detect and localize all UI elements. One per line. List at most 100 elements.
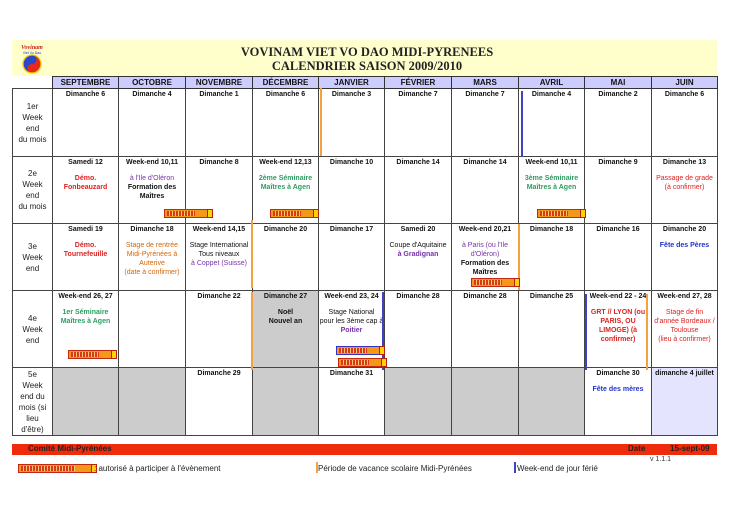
vovinam-logo: Vovinam Viet Vo Dao — [16, 43, 48, 75]
event-text: Maîtres à Agen — [60, 318, 111, 325]
vacation-bar — [251, 220, 253, 288]
day-date: Dimanche 14 — [463, 159, 507, 166]
day-cell — [118, 290, 186, 368]
spacer — [254, 167, 318, 174]
month-header: MARS — [451, 76, 519, 89]
day-cell: Week-end 22 - 24 GRT // LYON (ou PARIS, OU… — [584, 290, 652, 368]
event-text: Noël — [277, 309, 294, 316]
day-cell: Dimanche 28 — [384, 290, 452, 368]
event-text: Démo. — [74, 175, 97, 182]
event-text: Maîtres — [139, 193, 165, 200]
day-date: Dimanche 2 — [598, 91, 638, 98]
day-cell: Dimanche 25 — [518, 290, 585, 368]
row-label: 5e Week end du mois (si lieu d'être) — [12, 367, 53, 436]
row-label-line: Week — [22, 380, 43, 390]
spacer — [187, 234, 252, 241]
event-text: Coupe d'Aquitaine — [389, 242, 447, 249]
footer-band — [12, 444, 717, 455]
day-date: Dimanche 18 — [130, 226, 174, 233]
day-date: Dimanche 6 — [265, 91, 306, 98]
day-cell — [451, 367, 519, 436]
legend-holiday-text: Week-end de jour férié — [517, 464, 598, 473]
version-label: v 1.1.1 — [650, 456, 672, 463]
authorized-badge — [338, 358, 387, 367]
day-cell: Samedi 12 Démo. Fonbeauzard — [52, 156, 119, 224]
event-text: Stage National — [328, 309, 375, 316]
day-date: Week-end 10,11 — [125, 159, 178, 166]
day-cell: Dimanche 18 Stage de rentrée Midi-Pyrénées… — [118, 223, 186, 291]
row-label: 3e Week end — [12, 223, 53, 291]
day-date: Dimanche 6 — [664, 91, 705, 98]
day-date: Dimanche 8 — [199, 159, 239, 166]
day-cell — [384, 367, 452, 436]
day-cell: Dimanche 3 — [318, 88, 385, 157]
event-text: Passage de grade — [656, 175, 713, 182]
row-label-line: 4e — [28, 313, 37, 323]
holiday-bar — [585, 294, 587, 370]
row-label-line: end — [25, 191, 40, 200]
day-cell — [118, 367, 186, 436]
row-label-line: du mois — [18, 134, 47, 144]
event-text: (date à confirmer) — [124, 269, 180, 276]
row-label-line: 2e — [28, 169, 37, 178]
row-label: 2e Week end du mois — [12, 156, 53, 224]
day-cell: Dimanche 17 — [318, 223, 385, 291]
committee-label: Comité Midi-Pyrénées — [28, 444, 112, 453]
legend-authorized-icon — [18, 464, 97, 473]
day-date: Dimanche 29 — [197, 370, 241, 377]
row-label-line: end du — [20, 391, 45, 401]
day-cell: Dimanche 7 — [451, 88, 519, 157]
day-cell: Samedi 19 Démo. Tournefeuille — [52, 223, 119, 291]
event-text: Démo. — [74, 242, 97, 249]
spacer — [386, 234, 451, 241]
spacer — [54, 234, 118, 241]
row-label-line: Week — [22, 180, 43, 189]
day-cell: Dimanche 1 — [185, 88, 253, 157]
authorized-badge — [336, 346, 385, 355]
day-date: Samedi 20 — [400, 226, 436, 233]
day-cell: Dimanche 28 — [451, 290, 519, 368]
spacer — [120, 167, 185, 174]
calendar-row: 2e Week end du mois Samedi 12 Démo. Fonbeauzar… — [12, 156, 718, 224]
legend-holiday-icon — [514, 462, 516, 473]
calendar-table: SEPTEMBRE OCTOBRE NOVEMBRE DÉCEMBRE JANV… — [12, 76, 718, 436]
day-date: Week-end 14,15 — [192, 226, 246, 233]
day-date: Dimanche 6 — [65, 91, 106, 98]
day-cell: Dimanche 10 — [318, 156, 385, 224]
row-label-line: end — [25, 263, 40, 273]
day-date: Dimanche 1 — [199, 91, 239, 98]
day-date: Dimanche 9 — [598, 159, 638, 166]
day-date: Dimanche 27 — [263, 293, 308, 300]
legend-authorized-text: : autorisé à participer à l'évènement — [94, 464, 221, 473]
day-date: Dimanche 28 — [396, 293, 440, 300]
event-text: Toulouse — [670, 327, 699, 334]
authorized-badge — [164, 209, 213, 218]
day-date: Dimanche 13 — [662, 159, 707, 166]
day-cell: Dimanche 29 — [185, 367, 253, 436]
spacer — [653, 234, 717, 241]
date-label: Date — [628, 444, 646, 453]
event-text: à Gradignan — [397, 251, 439, 258]
spacer — [54, 167, 118, 174]
day-cell: Dimanche 20 — [252, 223, 319, 291]
spacer — [453, 234, 518, 241]
event-text: Auterive — [139, 260, 165, 267]
event-text: Tournefeuille — [63, 251, 108, 258]
day-date: Dimanche 4 — [531, 91, 572, 98]
date-value: 15-sept-09 — [670, 444, 710, 453]
event-text: (à confirmer) — [664, 184, 705, 191]
event-text: Tous niveaux — [198, 251, 240, 258]
day-date: Week-end 20,21 — [458, 226, 512, 233]
month-header: SEPTEMBRE — [52, 76, 119, 89]
event-text: Midi-Pyrénées à — [126, 251, 178, 258]
event-text: à Coppet (Suisse) — [190, 260, 248, 267]
event-text: Stage de fin — [665, 309, 704, 316]
svg-text:Viet Vo Dao: Viet Vo Dao — [23, 51, 41, 55]
day-date: Week-end 10,11 — [525, 159, 578, 166]
day-date: Dimanche 20 — [263, 226, 308, 233]
day-cell: Dimanche 13 Passage de grade (à confirmer) — [651, 156, 718, 224]
day-cell: Dimanche 7 — [384, 88, 452, 157]
month-header: FÉVRIER — [384, 76, 452, 89]
calendar-row: 1er Week end du mois Dimanche 6 Dimanche 4 Dim… — [12, 88, 718, 157]
spacer — [254, 301, 318, 308]
